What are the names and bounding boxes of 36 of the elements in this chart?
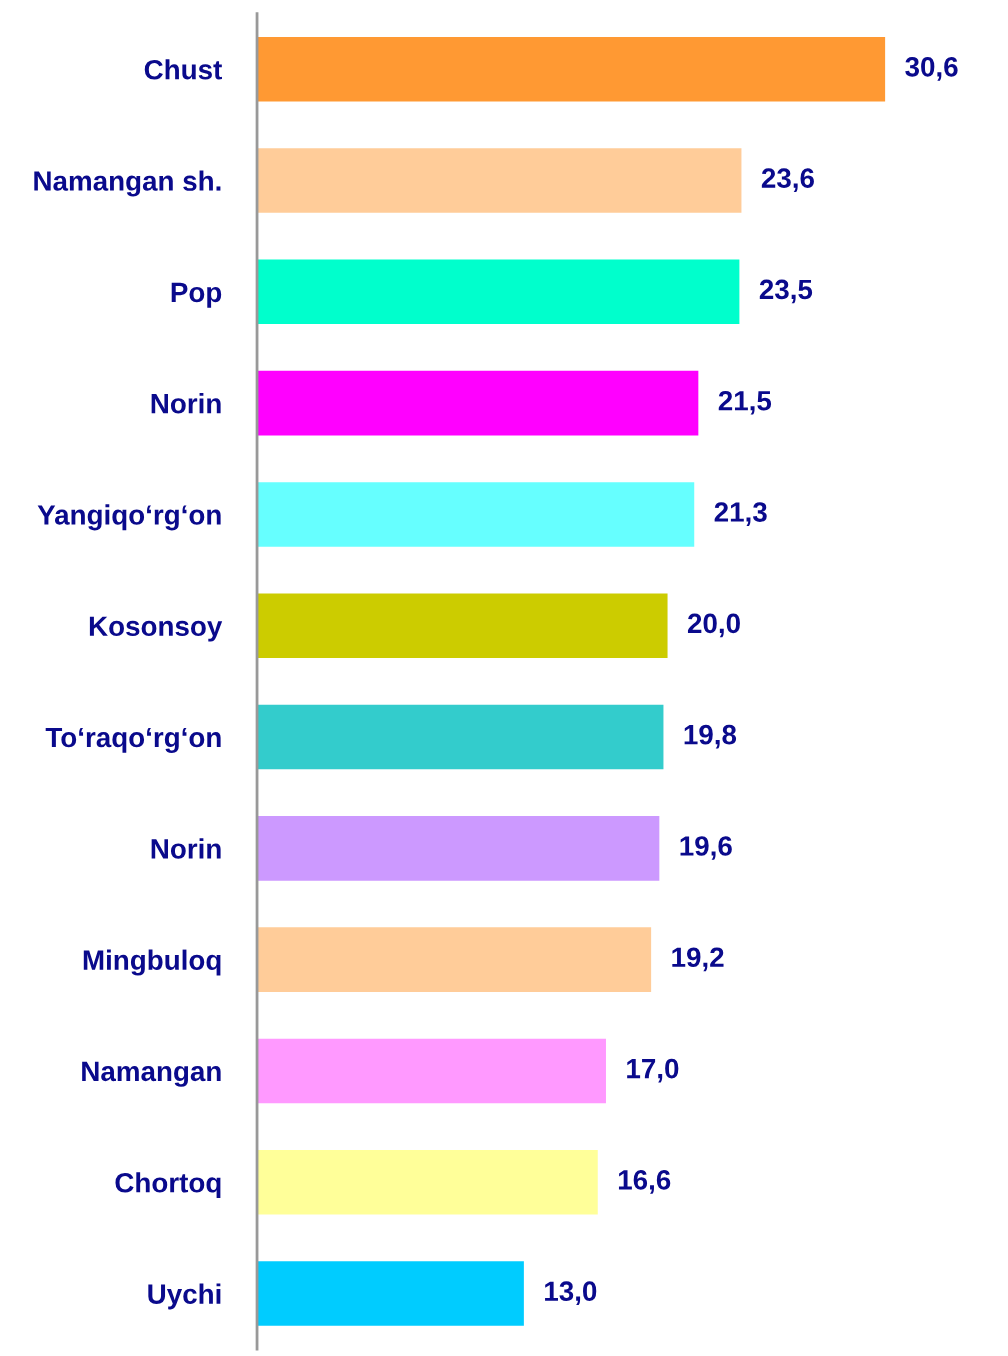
bar [257,1149,598,1215]
y-tick-label: Namangan [82,1061,221,1087]
y-tick-label: Namangan sh. [34,170,221,197]
data-label: 23,6 [761,168,814,192]
bar [257,259,740,325]
bar [257,704,664,770]
y-tick-label: Chortoq [115,1172,221,1199]
bar [257,816,660,881]
bar [257,482,695,547]
data-label: 13,0 [545,1281,597,1306]
y-tick-label: Yangiqo‘rg‘on [37,504,221,531]
y-tick-label: Mingbuloq [83,949,221,976]
data-label: 20,0 [687,613,740,638]
data-label: 21,5 [718,390,772,415]
data-label: 19,6 [680,836,732,860]
data-label: 17,0 [627,1058,679,1083]
bar [257,593,668,659]
data-label: 16,6 [618,1170,671,1194]
data-label: 30,6 [905,57,958,81]
bar [257,148,742,213]
bar [257,36,886,102]
y-tick-label: Chust [144,59,222,80]
y-tick-label: Kosonsoy [89,616,223,642]
data-label: 19,2 [672,947,724,972]
y-tick-label: To‘raqo‘rg‘on [45,727,221,753]
data-label: 19,8 [684,724,737,749]
bar [257,370,699,436]
data-label: 23,5 [759,279,813,304]
y-tick-label: Norin [151,838,221,859]
bar [257,927,652,992]
bar [257,1038,606,1104]
y-tick-label: Uychi [148,1283,221,1310]
y-tick-label: Pop [171,282,222,308]
data-label: 21,3 [714,502,767,526]
bar [257,1261,524,1326]
y-tick-label: Norin [151,393,221,414]
